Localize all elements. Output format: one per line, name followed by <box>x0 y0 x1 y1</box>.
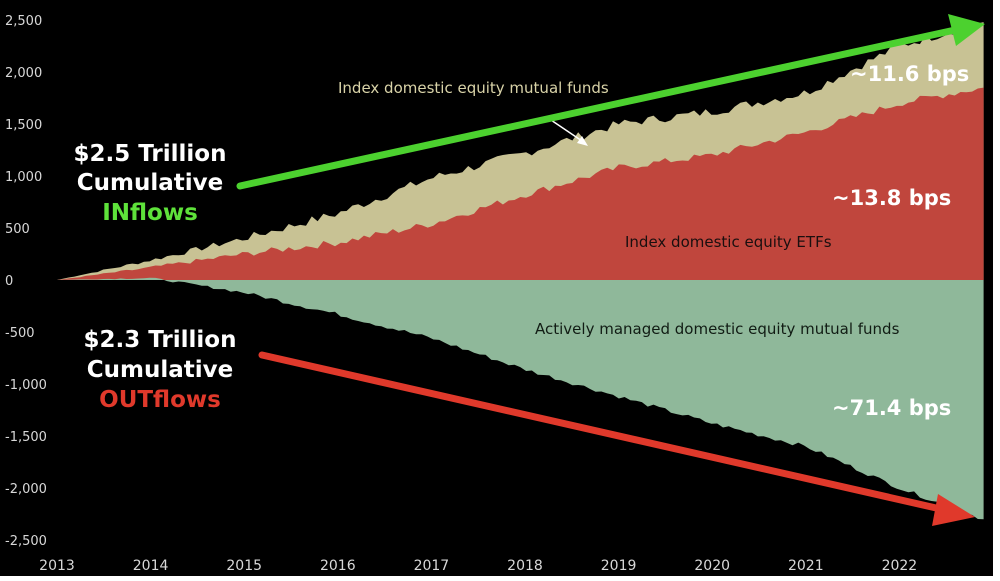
inflow-amount: $2.5 Trillion <box>74 141 227 167</box>
x-tick-label: 2013 <box>39 558 75 574</box>
y-tick-label: 1,000 <box>5 170 42 185</box>
y-tick-label: -1,500 <box>5 430 47 445</box>
x-tick-label: 2016 <box>320 558 356 574</box>
bps-etf: ~13.8 bps <box>832 186 951 210</box>
inflow-word: INflows <box>102 200 198 226</box>
active-funds-label: Actively managed domestic equity mutual … <box>535 320 900 338</box>
inflow-arrowhead <box>948 14 985 46</box>
area-active-funds <box>57 277 984 520</box>
x-tick-label: 2021 <box>788 558 824 574</box>
x-tick-label: 2020 <box>694 558 730 574</box>
x-tick-label: 2022 <box>882 558 918 574</box>
y-tick-label: 1,500 <box>5 118 42 133</box>
y-tick-label: 500 <box>5 222 30 237</box>
x-tick-label: 2019 <box>601 558 637 574</box>
outflow-cumulative: Cumulative <box>87 357 233 383</box>
y-tick-label: 2,500 <box>5 14 42 29</box>
y-tick-label: -2,500 <box>5 534 47 549</box>
x-tick-label: 2015 <box>226 558 262 574</box>
x-tick-label: 2018 <box>507 558 543 574</box>
y-tick-label: 2,000 <box>5 66 42 81</box>
outflow-word: OUTflows <box>99 387 221 413</box>
bps-index-mutual-funds: ~11.6 bps <box>850 62 969 86</box>
bps-active: ~71.4 bps <box>832 396 951 420</box>
etf-label: Index domestic equity ETFs <box>625 233 832 251</box>
outflow-arrow <box>258 351 949 514</box>
inflow-cumulative: Cumulative <box>77 170 223 196</box>
inflow-arrow <box>236 26 959 190</box>
y-tick-label: -1,000 <box>5 378 47 393</box>
outflow-arrowhead <box>932 494 975 526</box>
x-tick-label: 2017 <box>414 558 450 574</box>
y-tick-label: -500 <box>5 326 35 341</box>
y-tick-label: -2,000 <box>5 482 47 497</box>
index-mutual-funds-pointer <box>547 117 586 144</box>
index-mutual-funds-label: Index domestic equity mutual funds <box>338 79 609 97</box>
x-tick-label: 2014 <box>133 558 169 574</box>
area-etfs <box>57 87 984 280</box>
index-mutual-funds-pointer-head <box>577 136 588 146</box>
outflow-amount: $2.3 Trillion <box>84 327 237 353</box>
y-tick-label: 0 <box>5 274 13 289</box>
